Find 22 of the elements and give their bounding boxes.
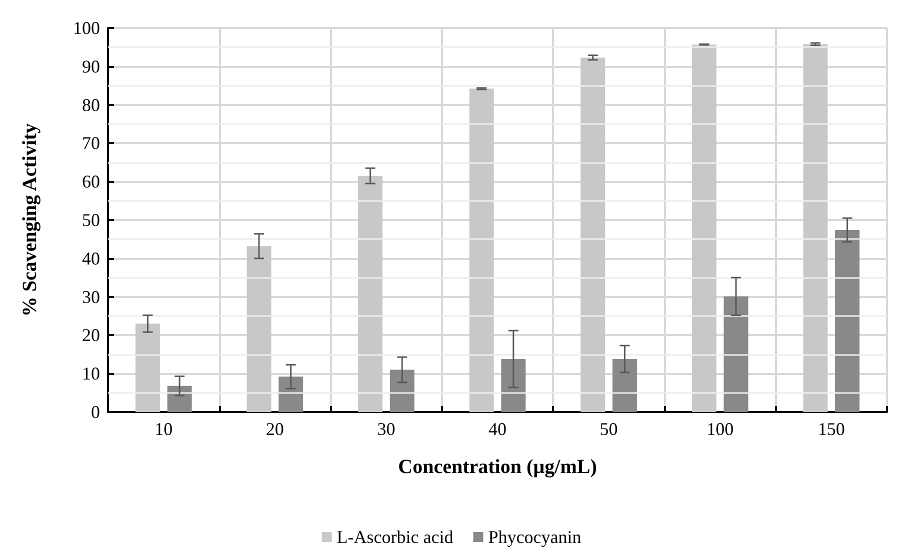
y-tick-label: 30: [82, 286, 100, 307]
y-tick-label: 80: [82, 94, 100, 115]
x-tick-label: 30: [377, 419, 396, 439]
y-tick-label: 50: [82, 210, 100, 230]
x-tick-label: 150: [818, 419, 845, 439]
y-tick-label: 70: [82, 133, 100, 154]
y-tick-label: 20: [82, 325, 100, 346]
x-tick-label: 100: [706, 419, 734, 439]
x-axis-title: Concentration (µg/mL): [398, 456, 597, 478]
y-tick-label: 40: [82, 248, 100, 268]
x-tick-label: 50: [600, 419, 618, 439]
x-tick-label: 10: [154, 419, 173, 439]
y-tick-label: 100: [73, 18, 100, 38]
legend-label: Phycocyanin: [488, 527, 582, 547]
y-tick-label: 0: [91, 402, 100, 422]
legend-label: L-Ascorbic acid: [336, 527, 454, 547]
x-tick-label: 20: [266, 419, 284, 439]
y-tick-label: 60: [82, 172, 100, 192]
y-tick-label: 90: [82, 56, 100, 76]
y-tick-label: 10: [82, 364, 100, 384]
y-axis-title: % Scavenging Activity: [19, 123, 41, 317]
x-tick-label: 40: [488, 419, 506, 439]
